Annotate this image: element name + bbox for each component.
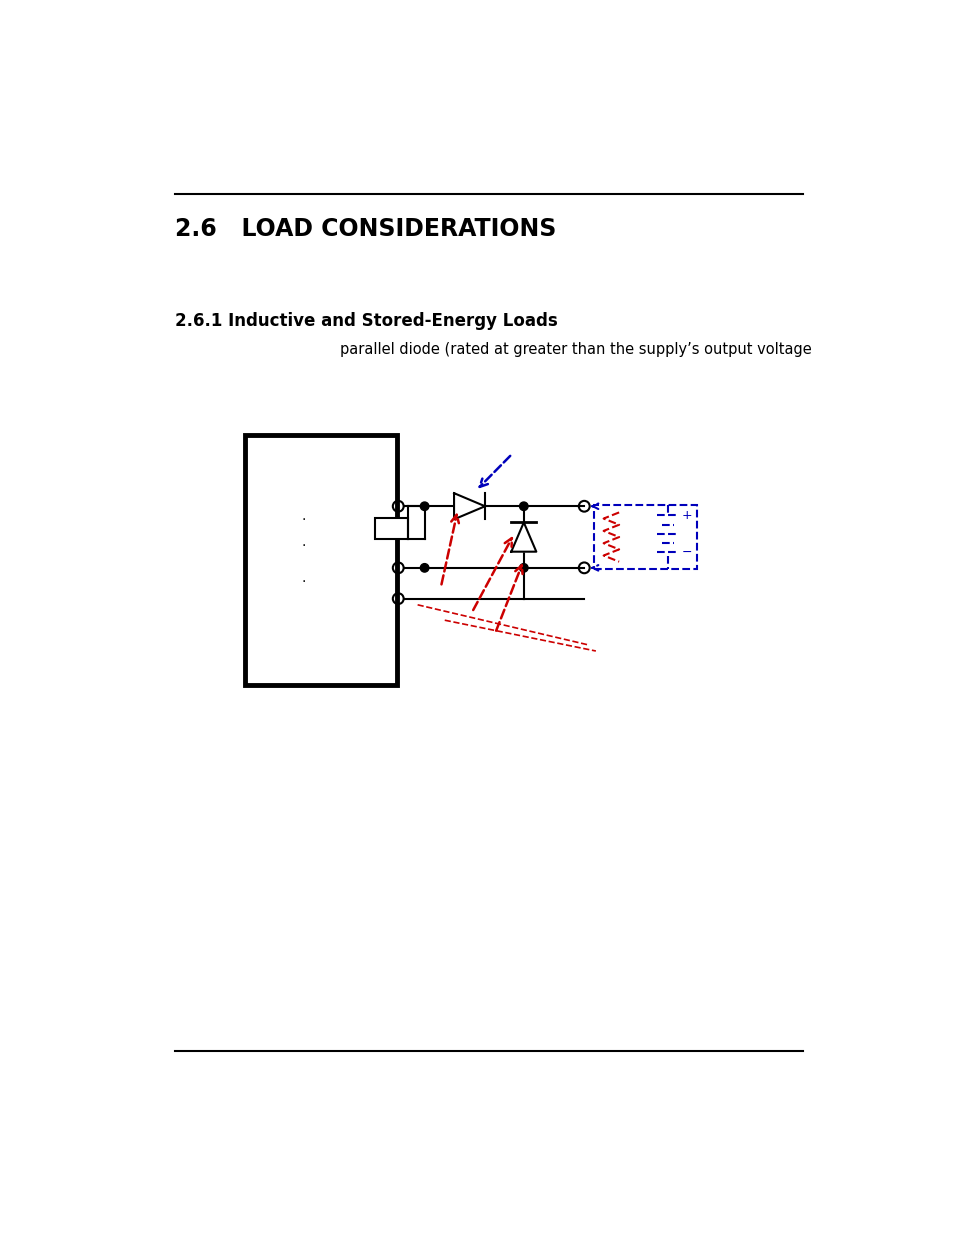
Circle shape xyxy=(519,563,528,572)
Text: ·: · xyxy=(301,574,306,589)
Bar xyxy=(375,517,407,538)
Text: parallel diode (rated at greater than the supply’s output voltage: parallel diode (rated at greater than th… xyxy=(340,342,811,357)
Circle shape xyxy=(420,563,429,572)
Circle shape xyxy=(420,501,429,510)
Text: 2.6.1 Inductive and Stored-Energy Loads: 2.6.1 Inductive and Stored-Energy Loads xyxy=(174,312,558,330)
Text: 2.6   LOAD CONSIDERATIONS: 2.6 LOAD CONSIDERATIONS xyxy=(174,217,556,242)
Polygon shape xyxy=(511,522,536,552)
Text: −: − xyxy=(681,546,692,559)
Text: ·: · xyxy=(301,513,306,527)
Text: +: + xyxy=(681,509,692,522)
Circle shape xyxy=(519,501,528,510)
Polygon shape xyxy=(454,493,484,520)
Text: ·: · xyxy=(301,540,306,553)
Bar xyxy=(245,436,396,685)
